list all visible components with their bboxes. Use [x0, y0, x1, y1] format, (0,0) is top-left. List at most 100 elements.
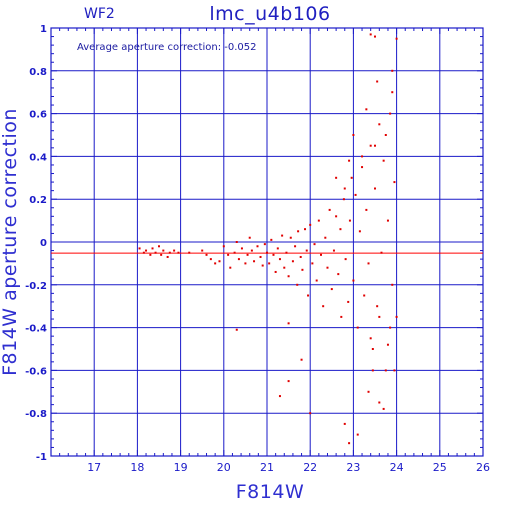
- data-point: [330, 288, 333, 291]
- y-tick-label: 0.6: [29, 110, 47, 121]
- chart-title: lmc_u4b106: [209, 3, 331, 25]
- data-point: [209, 258, 212, 261]
- data-point: [237, 258, 240, 261]
- data-point: [393, 369, 396, 372]
- data-point: [376, 305, 379, 308]
- data-point: [173, 249, 176, 252]
- data-point: [168, 251, 171, 254]
- data-point: [382, 407, 385, 410]
- data-point: [324, 236, 327, 239]
- x-tick-label: 20: [217, 461, 231, 474]
- data-point: [240, 247, 243, 250]
- data-point: [378, 123, 381, 126]
- x-tick-label: 23: [346, 461, 360, 474]
- data-point: [278, 395, 281, 398]
- data-point: [350, 176, 353, 179]
- data-point: [261, 264, 264, 267]
- data-point: [268, 262, 271, 265]
- data-point: [395, 315, 398, 318]
- y-tick-label: -0.8: [25, 409, 47, 420]
- data-point: [365, 208, 368, 211]
- data-point: [301, 268, 304, 271]
- grid-lines: [51, 28, 483, 456]
- data-point: [369, 33, 372, 36]
- data-point: [361, 166, 364, 169]
- data-point: [313, 243, 316, 246]
- data-point: [340, 315, 343, 318]
- y-tick-label: 1: [40, 24, 47, 35]
- data-point: [365, 108, 368, 111]
- x-axis-label: F814W: [235, 481, 305, 503]
- data-point: [395, 37, 398, 40]
- data-point: [166, 255, 169, 258]
- data-point: [289, 236, 292, 239]
- data-point: [296, 283, 299, 286]
- data-point: [344, 258, 347, 261]
- data-point: [154, 251, 157, 254]
- data-point: [244, 262, 247, 265]
- data-point: [374, 144, 376, 147]
- data-point: [160, 253, 163, 256]
- data-point: [274, 270, 277, 273]
- y-axis-label: F814W aperture correction: [0, 108, 21, 376]
- data-point: [354, 193, 357, 196]
- data-point: [335, 215, 338, 218]
- x-tick-label: 24: [390, 461, 404, 474]
- data-point: [259, 255, 262, 258]
- x-tick-label: 21: [260, 461, 274, 474]
- data-point: [374, 35, 376, 38]
- data-point: [356, 326, 359, 329]
- data-point: [214, 262, 217, 265]
- data-point: [270, 238, 273, 241]
- data-point: [391, 69, 394, 72]
- data-point: [343, 422, 346, 425]
- data-point: [291, 260, 294, 263]
- data-point: [348, 159, 351, 162]
- data-point: [263, 243, 266, 246]
- data-point: [369, 337, 372, 340]
- x-tick-label: 19: [174, 461, 188, 474]
- data-point: [205, 253, 208, 256]
- data-point: [149, 253, 152, 256]
- data-point: [309, 223, 312, 226]
- data-point: [285, 251, 288, 254]
- data-point: [374, 187, 376, 190]
- data-point: [276, 247, 279, 250]
- data-point: [300, 358, 303, 361]
- data-point: [352, 279, 355, 282]
- data-point: [356, 433, 359, 436]
- data-point: [343, 187, 346, 190]
- data-point: [229, 266, 232, 269]
- data-point: [348, 219, 351, 222]
- data-point: [332, 249, 335, 252]
- y-tick-label: 0.4: [29, 152, 47, 163]
- data-point: [227, 253, 230, 256]
- y-tick-label: -0.4: [25, 324, 47, 335]
- data-point: [297, 230, 300, 233]
- data-point: [233, 251, 236, 254]
- tick-labels: 17 18 19 20 21 22 23 24 25 26 -1 -0.8 -0.6 -0.4 -0.2 0 0…: [25, 24, 490, 474]
- x-tick-label: 17: [87, 461, 101, 474]
- data-point: [348, 442, 351, 445]
- plot-frame: [50, 27, 484, 457]
- y-tick-label: -0.2: [25, 281, 47, 292]
- data-point: [371, 369, 374, 372]
- data-point: [138, 247, 141, 250]
- data-point: [218, 260, 221, 263]
- y-tick-label: 0.2: [29, 195, 47, 206]
- x-tick-label: 25: [433, 461, 447, 474]
- data-point: [342, 198, 345, 201]
- y-tick-label: -0.6: [25, 366, 47, 377]
- data-point: [287, 275, 290, 278]
- data-point: [201, 249, 204, 252]
- data-point: [386, 219, 389, 222]
- data-point: [278, 258, 281, 261]
- x-tick-label: 18: [130, 461, 144, 474]
- data-point: [371, 348, 374, 350]
- data-point: [363, 294, 366, 297]
- data-point: [378, 401, 381, 404]
- data-points: [138, 33, 398, 445]
- data-point: [322, 305, 325, 308]
